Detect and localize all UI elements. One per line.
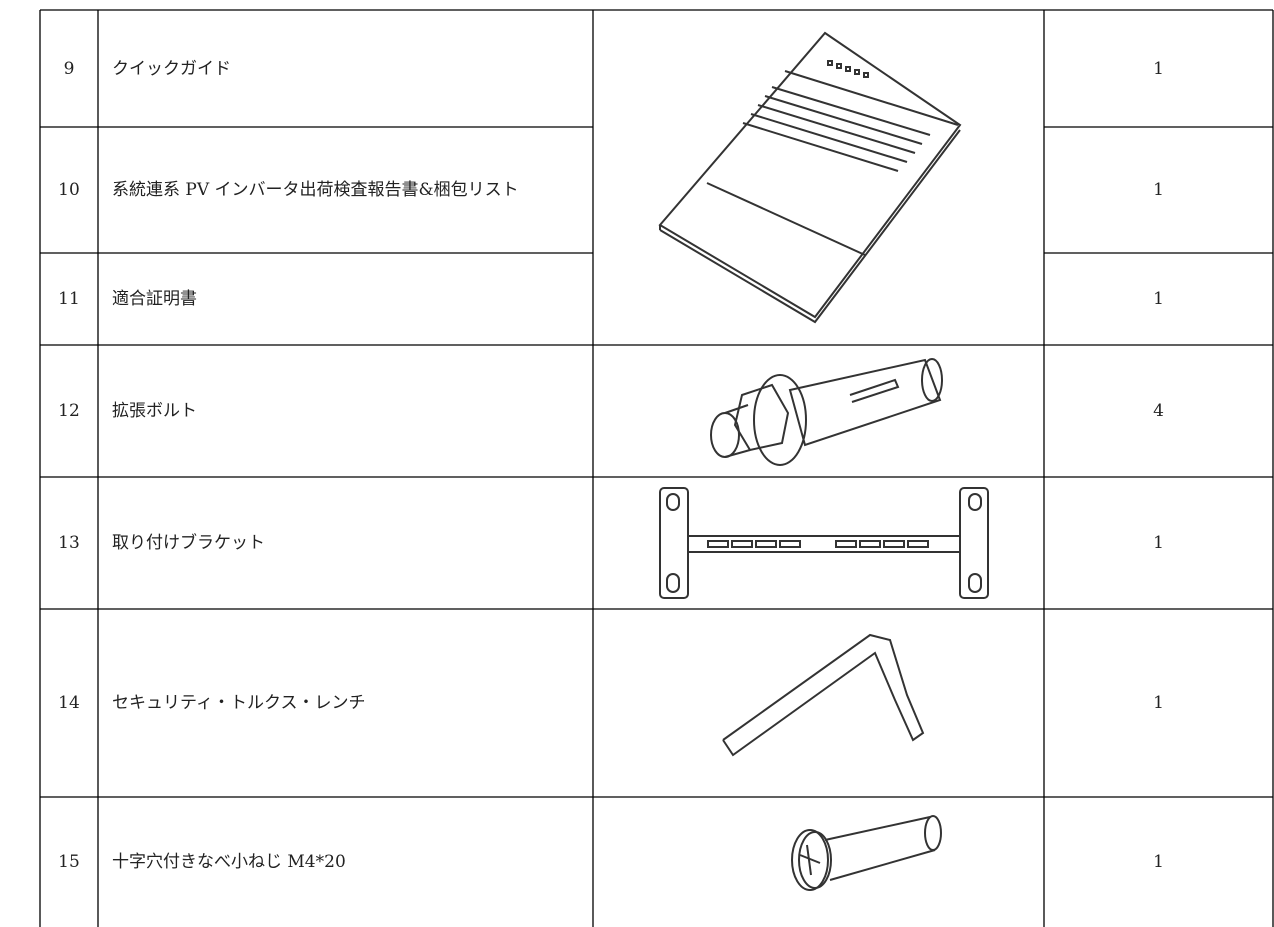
item-name: クイックガイド [112, 58, 231, 79]
item-number: 14 [58, 693, 80, 713]
item-quantity: 1 [1153, 852, 1164, 872]
item-number: 12 [58, 401, 80, 421]
item-number: 9 [63, 58, 75, 79]
item-name: セキュリティ・トルクス・レンチ [112, 693, 366, 713]
item-name: 十字穴付きなべ小ねじ M4*20 [112, 852, 346, 872]
bracket-illustration [659, 487, 989, 599]
item-quantity: 1 [1153, 289, 1164, 309]
item-number: 10 [58, 180, 80, 200]
item-quantity: 4 [1153, 401, 1164, 421]
item-quantity: 1 [1153, 533, 1164, 553]
screw-illustration [791, 815, 942, 891]
item-name: 系統連系 PV インバータ出荷検査報告書&梱包リスト [112, 180, 519, 200]
item-name: 拡張ボルト [112, 401, 197, 421]
item-quantity: 1 [1153, 180, 1164, 200]
booklet-illustration [658, 31, 962, 324]
item-quantity: 1 [1153, 58, 1164, 79]
item-name: 取り付けブラケット [112, 533, 265, 553]
item-number: 15 [58, 852, 80, 872]
bolt-illustration [710, 358, 943, 466]
item-number: 11 [58, 289, 80, 309]
item-name: 適合証明書 [112, 289, 197, 309]
wrench-illustration [722, 633, 925, 757]
item-number: 13 [58, 533, 80, 553]
item-quantity: 1 [1153, 693, 1164, 713]
